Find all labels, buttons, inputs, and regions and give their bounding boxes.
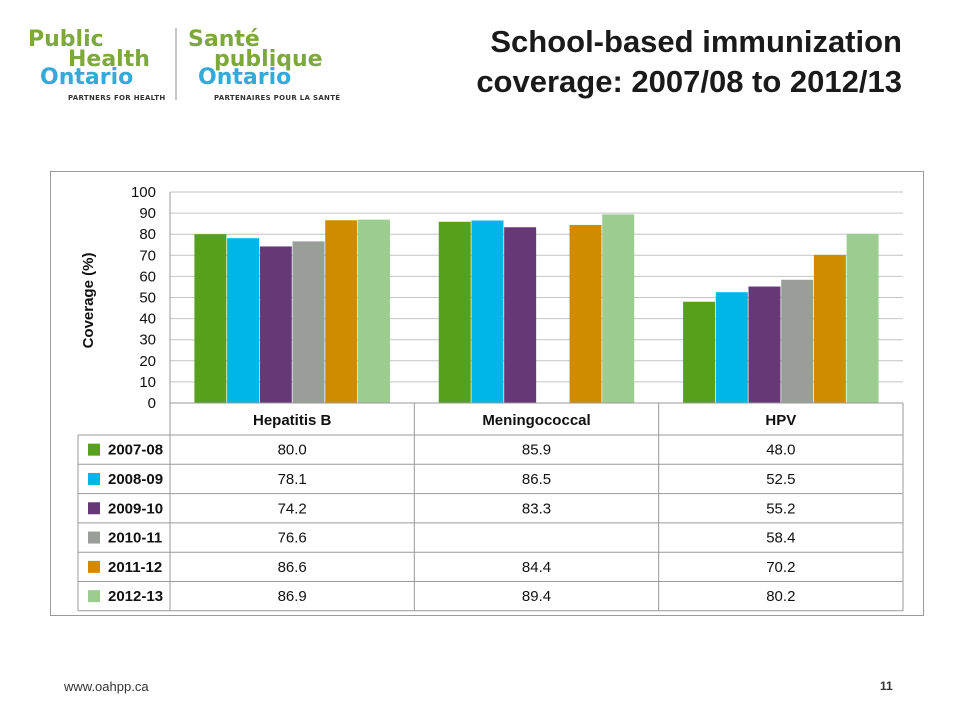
bar [846,233,879,403]
legend-label: 2007-08 [108,442,163,459]
y-tick-label: 0 [148,395,156,412]
footer-url[interactable]: www.oahpp.ca [64,679,149,694]
bar [292,241,325,403]
data-label: 86.6 [278,559,307,576]
data-label: 78.1 [278,471,307,488]
legend-key [88,472,100,485]
data-label: 48.0 [766,442,795,459]
table-header-category: Hepatitis B [253,412,332,429]
data-label: 80.2 [766,588,795,605]
legend-label: 2009-10 [108,500,163,517]
bar [325,220,358,403]
data-label: 86.5 [522,471,551,488]
slide-title-line1: School-based immunization [490,24,902,59]
data-label: 70.2 [766,559,795,576]
data-label: 76.6 [278,530,307,547]
logo-fr-tagline: PARTENAIRES POUR LA SANTÉ [214,94,341,102]
bar [569,224,602,403]
bar [194,234,227,403]
logo-fr-line1: Santé [188,27,260,52]
bar [748,286,781,403]
bar [602,214,635,403]
bar [471,220,504,403]
bar [227,238,260,403]
bar [504,227,537,403]
slide-title-line2: coverage: 2007/08 to 2012/13 [476,64,902,99]
bar [715,292,748,403]
public-health-ontario-logo: Public Health Ontario PARTNERS FOR HEALT… [28,26,348,106]
logo-en-tagline: PARTNERS FOR HEALTH [68,94,166,102]
bar [259,246,292,403]
y-tick-label: 60 [139,268,156,285]
coverage-chart: 0 10 20 30 40 50 60 70 80 90 100 Coverage (%) Hepati… [77,184,904,612]
data-label: 83.3 [522,500,551,517]
logo-fr-line3: Ontario [198,65,292,90]
legend-label: 2008-09 [108,471,163,488]
legend-key [88,590,100,603]
chart-frame: 0 10 20 30 40 50 60 70 80 90 100 Coverage (%) Hepati… [50,171,924,616]
data-label: 58.4 [766,530,795,547]
data-label: 55.2 [766,500,795,517]
logo-en-line3: Ontario [40,65,134,90]
legend-key [88,502,100,515]
table-header-category: HPV [765,412,796,429]
y-tick-label: 80 [139,226,156,243]
legend-key [88,443,100,456]
bar [438,221,471,403]
y-axis-label: Coverage (%) [80,253,97,349]
y-tick-label: 100 [131,184,156,201]
logo-fr-line2: publique [214,47,323,72]
bar [813,254,846,403]
bar [357,219,390,403]
legend-key [88,531,100,544]
logo-en-line1: Public [28,27,104,52]
legend-label: 2010-11 [108,530,162,547]
y-tick-label: 50 [139,290,156,307]
legend-key [88,560,100,573]
y-tick-label: 70 [139,247,156,264]
data-label: 89.4 [522,588,551,605]
y-tick-label: 20 [139,353,156,370]
bar [683,301,716,403]
table-header-category: Meningococcal [482,412,590,429]
legend-label: 2011-12 [108,559,162,576]
data-label: 86.9 [278,588,307,605]
legend-label: 2012-13 [108,588,163,605]
slide-title: School-based immunization coverage: 2007… [476,22,902,102]
data-label: 85.9 [522,442,551,459]
data-label: 84.4 [522,559,551,576]
logo-divider [175,28,177,100]
data-label: 80.0 [278,442,307,459]
logo-en-line2: Health [68,47,150,72]
y-tick-label: 10 [139,374,156,391]
y-tick-label: 90 [139,205,156,222]
bar [781,279,814,403]
page-number: 11 [880,679,893,693]
data-label: 52.5 [766,471,795,488]
data-label: 74.2 [278,500,307,517]
y-tick-label: 30 [139,332,156,349]
y-tick-label: 40 [139,311,156,328]
